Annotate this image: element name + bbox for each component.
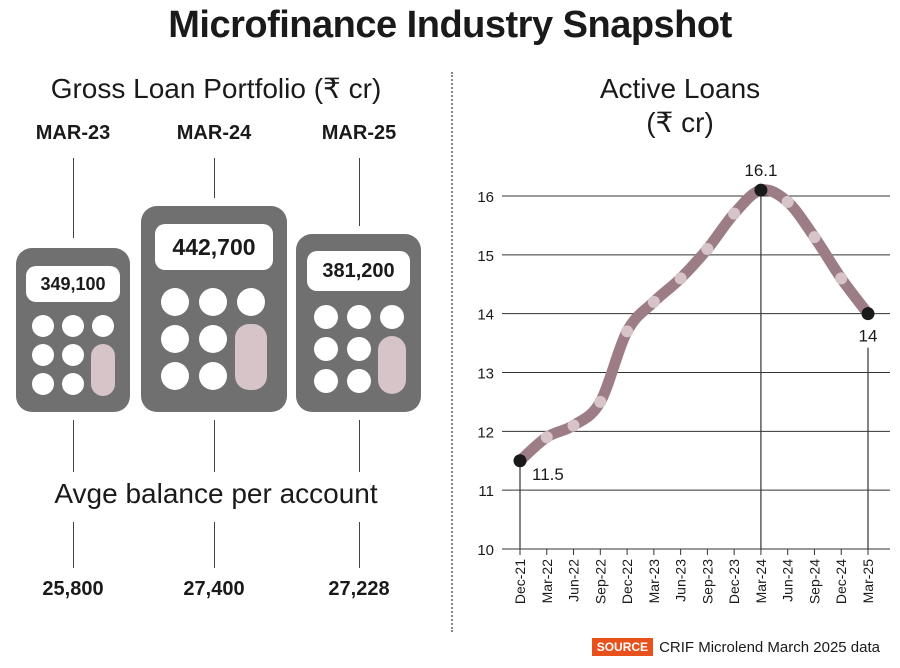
data-point xyxy=(781,195,794,208)
calculator-key-tall xyxy=(378,336,406,394)
y-tick-label: 12 xyxy=(477,424,494,441)
calculator-key xyxy=(237,288,265,316)
data-label: 11.5 xyxy=(532,465,564,484)
calculator-key xyxy=(314,337,338,361)
x-tick-label: Mar-22 xyxy=(539,559,555,604)
x-tick-label: Mar-24 xyxy=(753,559,769,604)
calculator-key xyxy=(347,305,371,329)
data-label: 14 xyxy=(859,327,878,346)
calculator-key xyxy=(32,373,54,395)
calculator-icon: 442,700 xyxy=(141,206,287,412)
source-text: CRIF Microlend March 2025 data xyxy=(659,638,880,656)
calculator-key xyxy=(161,325,189,353)
x-tick-label: Mar-25 xyxy=(860,559,876,604)
gross-loan-portfolio-title: Gross Loan Portfolio (₹ cr) xyxy=(50,73,382,104)
x-tick-label: Dec-23 xyxy=(726,559,742,604)
gross-loan-value: 381,200 xyxy=(307,251,410,291)
data-point xyxy=(808,231,821,244)
calculator-key xyxy=(62,373,84,395)
connector-line xyxy=(73,158,74,238)
data-point xyxy=(621,325,634,338)
data-point xyxy=(728,207,741,220)
source-badge: SOURCE xyxy=(591,638,654,656)
x-tick-label: Sep-23 xyxy=(699,559,715,604)
y-tick-label: 14 xyxy=(477,307,494,324)
avg-balance-value: 25,800 xyxy=(42,578,104,600)
connector-line xyxy=(73,420,74,472)
source-note: SOURCE CRIF Microlend March 2025 data xyxy=(591,638,880,656)
calculator-key xyxy=(62,344,84,366)
y-tick-label: 10 xyxy=(477,542,494,559)
x-tick-label: Dec-24 xyxy=(833,559,849,604)
calculator-key-tall xyxy=(235,324,267,390)
calculator-key xyxy=(161,362,189,390)
calculator-key xyxy=(314,369,338,393)
data-point-highlight xyxy=(754,183,768,197)
page-title: Microfinance Industry Snapshot xyxy=(168,4,732,46)
x-tick-label: Jun-23 xyxy=(673,559,689,602)
calculator-icon: 349,100 xyxy=(16,248,130,412)
connector-line xyxy=(359,522,360,568)
data-label: 16.1 xyxy=(744,161,777,180)
y-tick-label: 16 xyxy=(477,189,494,206)
data-point xyxy=(567,419,580,432)
calculator-key xyxy=(32,344,54,366)
active-loans-title: Active Loans (₹ cr) xyxy=(460,72,900,140)
gross-loan-value: 349,100 xyxy=(26,266,120,302)
data-point xyxy=(701,242,714,255)
data-point-highlight xyxy=(513,454,527,468)
calculator-key xyxy=(32,315,54,337)
panel-divider xyxy=(451,72,453,632)
connector-line xyxy=(214,420,215,472)
x-tick-label: Dec-22 xyxy=(619,559,635,604)
period-label-mar-25: MAR-25 xyxy=(321,122,397,144)
calculator-key xyxy=(347,337,371,361)
data-point xyxy=(835,272,848,285)
data-point xyxy=(540,431,553,444)
calculator-key xyxy=(199,362,227,390)
data-point xyxy=(647,295,660,308)
period-label-mar-24: MAR-24 xyxy=(176,122,252,144)
y-tick-label: 11 xyxy=(478,483,494,500)
calculator-icon: 381,200 xyxy=(296,234,421,412)
avg-balance-title: Avge balance per account xyxy=(54,478,378,509)
calculator-key-tall xyxy=(91,344,115,396)
y-tick-label: 13 xyxy=(477,366,494,383)
x-tick-label: Sep-22 xyxy=(592,559,608,604)
calculator-key xyxy=(380,305,404,329)
y-tick-label: 15 xyxy=(477,248,494,265)
period-label-mar-23: MAR-23 xyxy=(35,122,111,144)
calculator-key xyxy=(347,369,371,393)
calculator-key xyxy=(199,288,227,316)
connector-line xyxy=(359,158,360,226)
x-tick-label: Jun-22 xyxy=(566,559,582,602)
active-loans-unit: (₹ cr) xyxy=(646,107,714,138)
calculator-key xyxy=(161,288,189,316)
avg-balance-value: 27,228 xyxy=(328,578,390,600)
data-point-highlight xyxy=(861,307,875,321)
gross-loan-value: 442,700 xyxy=(155,224,273,270)
connector-line xyxy=(359,420,360,472)
calculator-key xyxy=(92,315,114,337)
calculator-key xyxy=(314,305,338,329)
connector-line xyxy=(73,522,74,568)
x-tick-label: Mar-23 xyxy=(646,559,662,604)
connector-line xyxy=(214,522,215,568)
calculator-key xyxy=(199,325,227,353)
x-tick-label: Jun-24 xyxy=(780,559,796,602)
avg-balance-value: 27,400 xyxy=(183,578,245,600)
connector-line xyxy=(214,158,215,198)
x-tick-label: Dec-21 xyxy=(512,559,528,604)
data-point xyxy=(674,272,687,285)
active-loans-title-line1: Active Loans xyxy=(599,73,761,104)
data-point xyxy=(594,395,607,408)
x-tick-label: Sep-24 xyxy=(806,559,822,604)
calculator-key xyxy=(62,315,84,337)
